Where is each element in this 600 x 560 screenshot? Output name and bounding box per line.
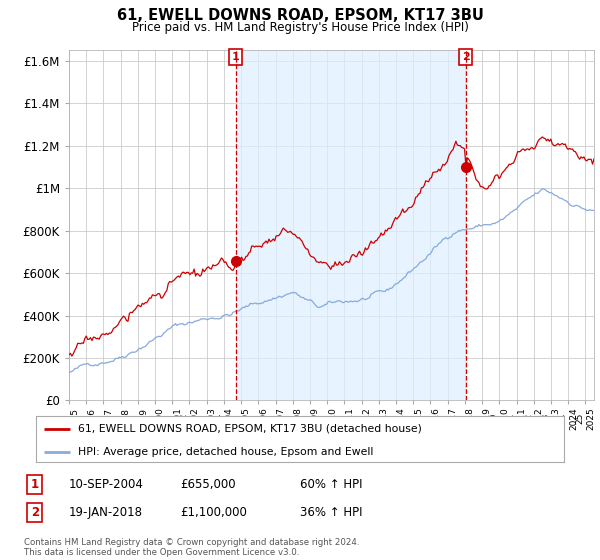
Bar [236, 50, 466, 400]
Text: Price paid vs. HM Land Registry's House Price Index (HPI): Price paid vs. HM Land Registry's House … [131, 21, 469, 34]
Text: 10-SEP-2004: 10-SEP-2004 [69, 478, 144, 491]
Text: 36% ↑ HPI: 36% ↑ HPI [300, 506, 362, 519]
Text: Contains HM Land Registry data © Crown copyright and database right 2024.
This d: Contains HM Land Registry data © Crown c… [24, 538, 359, 557]
Text: 2: 2 [31, 506, 39, 519]
Text: £655,000: £655,000 [180, 478, 236, 491]
Text: 61, EWELL DOWNS ROAD, EPSOM, KT17 3BU: 61, EWELL DOWNS ROAD, EPSOM, KT17 3BU [116, 8, 484, 24]
Text: 61, EWELL DOWNS ROAD, EPSOM, KT17 3BU (detached house): 61, EWELL DOWNS ROAD, EPSOM, KT17 3BU (d… [78, 424, 422, 434]
Text: 60% ↑ HPI: 60% ↑ HPI [300, 478, 362, 491]
Text: £1,100,000: £1,100,000 [180, 506, 247, 519]
Text: 19-JAN-2018: 19-JAN-2018 [69, 506, 143, 519]
Text: 1: 1 [31, 478, 39, 491]
Text: HPI: Average price, detached house, Epsom and Ewell: HPI: Average price, detached house, Epso… [78, 447, 374, 457]
Text: 2: 2 [462, 52, 470, 62]
Text: 1: 1 [232, 52, 239, 62]
